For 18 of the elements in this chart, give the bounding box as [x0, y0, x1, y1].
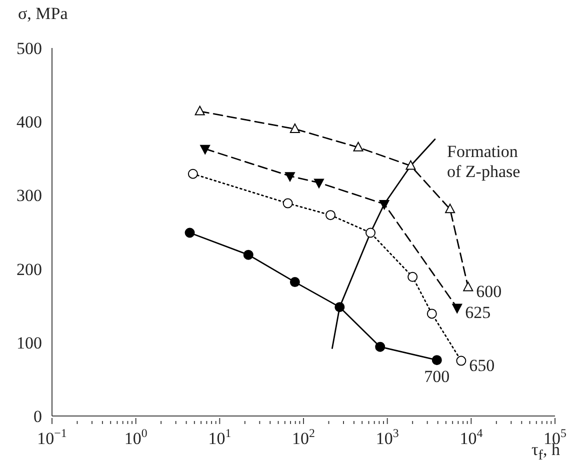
- series-label: 625: [465, 302, 491, 322]
- y-axis-title: σ, MPa: [18, 4, 68, 24]
- series-label: 600: [476, 282, 502, 302]
- y-tick-label: 300: [16, 186, 42, 206]
- y-tick-label: 100: [16, 333, 42, 352]
- x-tick-label: 10$^{4}$: [460, 426, 483, 448]
- y-tick-label: 500: [16, 39, 42, 58]
- x-tick-label: 10$^{2}$: [292, 426, 316, 448]
- x-tick-label: 10$^{0}$: [124, 426, 148, 448]
- x-tick-label: 10$^{−1}$: [37, 426, 67, 448]
- series-label: 700: [424, 367, 450, 386]
- y-tick-label: 200: [16, 260, 42, 279]
- y-tick-label: 0: [34, 407, 42, 426]
- series-label: 650: [469, 356, 495, 375]
- annotation: Formation of Z-phase: [447, 142, 520, 182]
- x-tick-label: 10$^{1}$: [208, 426, 232, 448]
- y-tick-label: 400: [16, 112, 42, 132]
- x-tick-label: 10$^{3}$: [376, 426, 399, 448]
